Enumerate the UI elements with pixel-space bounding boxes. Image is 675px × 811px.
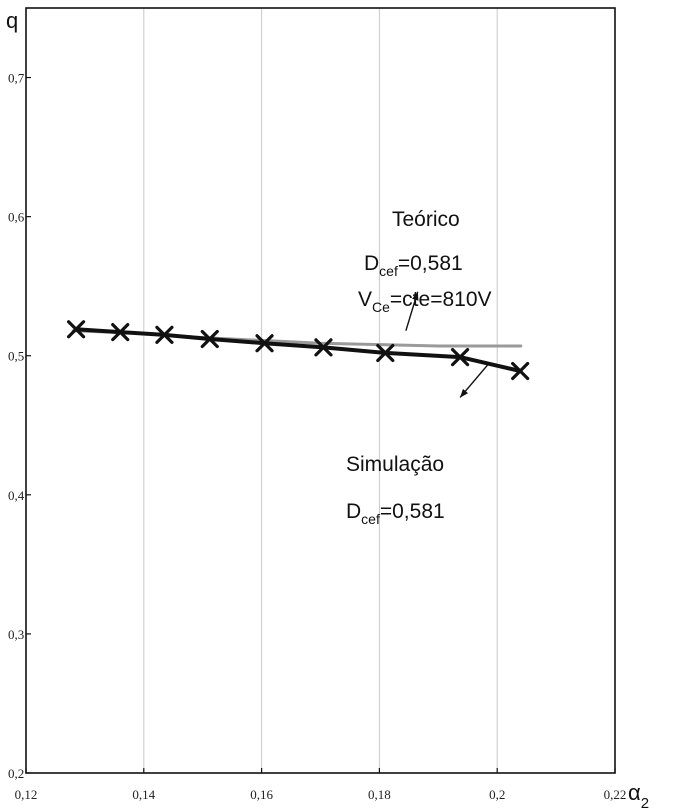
y-tick-label: 0,5 [8,349,24,364]
data-point-marker [255,334,274,353]
x-tick-label: 0,16 [250,787,273,802]
plot-frame [25,7,616,774]
y-tick-label: 0,2 [8,766,24,781]
arrow-theoretical [405,291,419,331]
x-tick-label: 0,12 [15,787,38,802]
y-tick-label: 0,6 [8,210,25,225]
x-axis-label-subscript: 2 [641,795,649,811]
annotation-simulation: Simulação Dcef=0,581 [346,453,445,527]
data-point-marker [450,348,470,367]
x-tick-label: 0,22 [604,787,627,802]
annotation-simulation-d-sub: cef [361,511,380,527]
annotation-theoretical-d-main: D [364,252,379,275]
x-tick-label: 0,14 [132,787,155,802]
data-point-marker [511,361,530,381]
x-tick-label: 0,2 [489,787,505,802]
annotation-theoretical: Teórico Dcef=0,581 VCe=cte=810V [358,208,492,315]
annotation-theoretical-v: VCe=cte=810V [358,288,492,315]
annotation-theoretical-v-main: V [358,288,372,311]
y-axis-ticks: 0,2 0,3 0,4 0,5 0,6 0,7 [8,71,31,781]
data-point-marker [66,320,86,339]
annotation-simulation-d-main: D [346,500,361,523]
annotation-simulation-title: Simulação [346,453,444,476]
y-tick-label: 0,7 [8,71,25,86]
grid-lines [143,8,498,773]
x-axis-ticks: 0,12 0,14 0,16 0,18 0,2 0,22 [15,768,627,802]
data-point-marker [376,343,395,363]
y-tick-label: 0,4 [8,488,25,503]
annotation-theoretical-v-rest: =cte=810V [390,288,492,311]
arrow-simulation [459,363,489,398]
annotation-simulation-d: Dcef=0,581 [346,500,445,527]
annotation-theoretical-v-sub: Ce [372,299,390,315]
y-tick-label: 0,3 [8,627,24,642]
annotation-theoretical-d-sub: cef [379,263,398,279]
data-point-marker [111,322,130,342]
annotation-arrows [405,291,489,398]
x-axis-label: α2 [628,780,649,811]
annotation-theoretical-d-rest: =0,581 [398,252,463,275]
x-tick-label: 0,18 [368,787,391,802]
data-point-marker [314,338,333,357]
data-point-marker [155,325,174,344]
annotation-simulation-d-rest: =0,581 [380,500,445,523]
y-axis-label: q [6,8,18,33]
data-point-marker [200,329,219,349]
x-axis-label-symbol: α [628,780,641,805]
marker-layer [66,320,530,381]
annotation-theoretical-d: Dcef=0,581 [364,252,463,279]
annotation-theoretical-title: Teórico [392,208,460,231]
